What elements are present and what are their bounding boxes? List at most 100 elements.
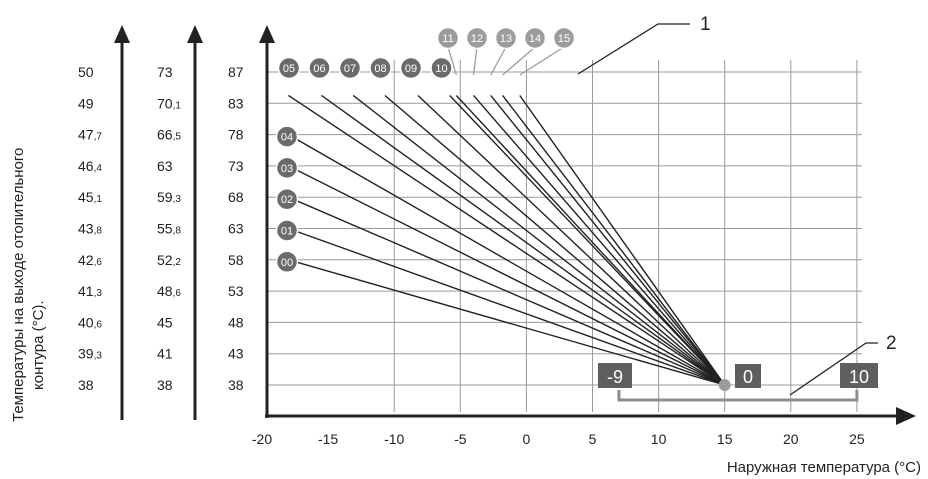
curve-05	[288, 94, 726, 386]
curve-09	[417, 94, 726, 386]
curve-badge-label: 10	[435, 63, 447, 75]
badge-leader	[502, 46, 536, 76]
curve-badge-01	[275, 219, 299, 242]
y-tick-label: 87	[228, 64, 244, 80]
x-tick-label: 15	[717, 431, 733, 447]
y-tick-label: 55,8	[157, 221, 181, 237]
y-tick-label: 41	[157, 346, 173, 362]
axes	[114, 25, 916, 425]
y-tick-label: 63	[228, 221, 244, 237]
y-tick-label: 43	[228, 346, 244, 362]
curve-badge-04	[275, 125, 299, 148]
curve-badge-03	[275, 156, 299, 180]
curve-15	[519, 95, 726, 386]
y-tick-label: 49	[78, 95, 94, 111]
badge-leader	[490, 46, 507, 76]
x-axis-title: Наружная температура (°C)	[727, 459, 921, 476]
x-tick-label: 20	[783, 431, 799, 447]
curve-03	[288, 165, 726, 386]
y-tick-label: 39,3	[78, 346, 102, 362]
range-min-box	[598, 363, 632, 388]
curve-badge-label: 06	[313, 63, 325, 75]
curve-badge-label: 03	[281, 163, 293, 175]
labels: -20 -15 -10 -5 0 5 10 15 20 25504947,746,445,143,…	[78, 14, 897, 447]
curve-badge-09	[399, 56, 423, 80]
curve-badge-label: 15	[558, 33, 570, 45]
curve-00	[288, 259, 725, 386]
curve-08	[384, 94, 726, 386]
curve-13	[490, 95, 726, 386]
curve-badge-07	[338, 56, 362, 80]
curve-badge-label: 13	[500, 33, 512, 45]
curve-04	[288, 133, 726, 386]
curve-badge-06	[308, 56, 331, 80]
curve-12	[472, 95, 726, 386]
x-tick-label: -20	[252, 431, 272, 447]
y-axis-scale-1-arrowhead	[114, 25, 130, 43]
y-tick-label: 45	[157, 314, 173, 330]
y-tick-label: 38	[78, 377, 94, 393]
y-axis-main-arrowhead	[259, 25, 275, 43]
y-tick-label: 45,1	[78, 189, 102, 205]
y-tick-label: 38	[228, 377, 244, 393]
y-tick-label: 83	[228, 95, 244, 111]
origin-point	[718, 379, 731, 391]
curve-badge-label: 00	[281, 257, 293, 269]
y-tick-label: 70,1	[157, 95, 181, 111]
y-tick-label: 53	[228, 283, 244, 299]
y-tick-label: 42,6	[78, 252, 102, 268]
y-tick-label: 58	[228, 252, 244, 268]
heating-curves	[288, 94, 726, 386]
x-tick-label: -5	[454, 431, 467, 447]
curve-badge-05	[277, 56, 301, 80]
x-axis-arrowhead	[896, 407, 916, 425]
badge-leader	[447, 46, 457, 76]
y-tick-label: 50	[78, 64, 94, 80]
curve-badge-02	[275, 187, 299, 211]
curve-badge-label: 12	[471, 33, 483, 45]
curve-badge-label: 05	[283, 63, 295, 75]
x-tick-label: 5	[589, 431, 597, 447]
curve-badge-label: 04	[281, 132, 293, 144]
badge-leader	[472, 46, 478, 76]
x-tick-label: 0	[523, 431, 531, 447]
callout-1-leader	[577, 23, 690, 75]
y-tick-label: 68	[228, 189, 244, 205]
y-tick-label: 73	[228, 158, 244, 174]
y-tick-label: 52,2	[157, 252, 181, 268]
y-tick-label: 63	[157, 158, 173, 174]
curve-01	[288, 227, 725, 386]
y-tick-label: 38	[157, 377, 173, 393]
curve-07	[352, 94, 726, 386]
curve-badge-15	[552, 26, 576, 50]
curve-14	[502, 95, 726, 386]
y-tick-label: 66,5	[157, 127, 181, 143]
y-axis-scale-2-arrowhead	[187, 25, 203, 43]
range-min-label: -9	[607, 367, 623, 387]
y-axis-title: Температуры на выходе отопительного конту…	[10, 148, 47, 422]
curve-badge-label: 01	[281, 226, 293, 238]
curve-badge-label: 07	[344, 63, 356, 75]
callout-2: 2	[886, 333, 897, 354]
curve-badge-label: 11	[442, 33, 453, 45]
curve-badge-12	[465, 26, 489, 50]
y-tick-label: 78	[228, 127, 244, 143]
range-max-label: 10	[849, 367, 869, 387]
curve-badge-10	[430, 56, 453, 80]
x-tick-label: -10	[384, 431, 404, 447]
y-tick-label: 48	[228, 314, 244, 330]
curve-badge-08	[369, 56, 392, 80]
y-tick-label: 41,3	[78, 283, 102, 299]
curve-badge-label: 08	[374, 63, 386, 75]
callout-1: 1	[700, 14, 711, 35]
curve-06	[321, 94, 726, 386]
x-tick-label: 10	[651, 431, 667, 447]
curve-11	[455, 94, 726, 386]
curve-badge-label: 14	[529, 33, 541, 45]
y-tick-label: 47,7	[78, 127, 102, 143]
curve-badge-14	[523, 26, 547, 50]
y-tick-label: 48,6	[157, 283, 181, 299]
range-max-box	[840, 363, 878, 388]
y-tick-label: 46,4	[78, 158, 102, 174]
